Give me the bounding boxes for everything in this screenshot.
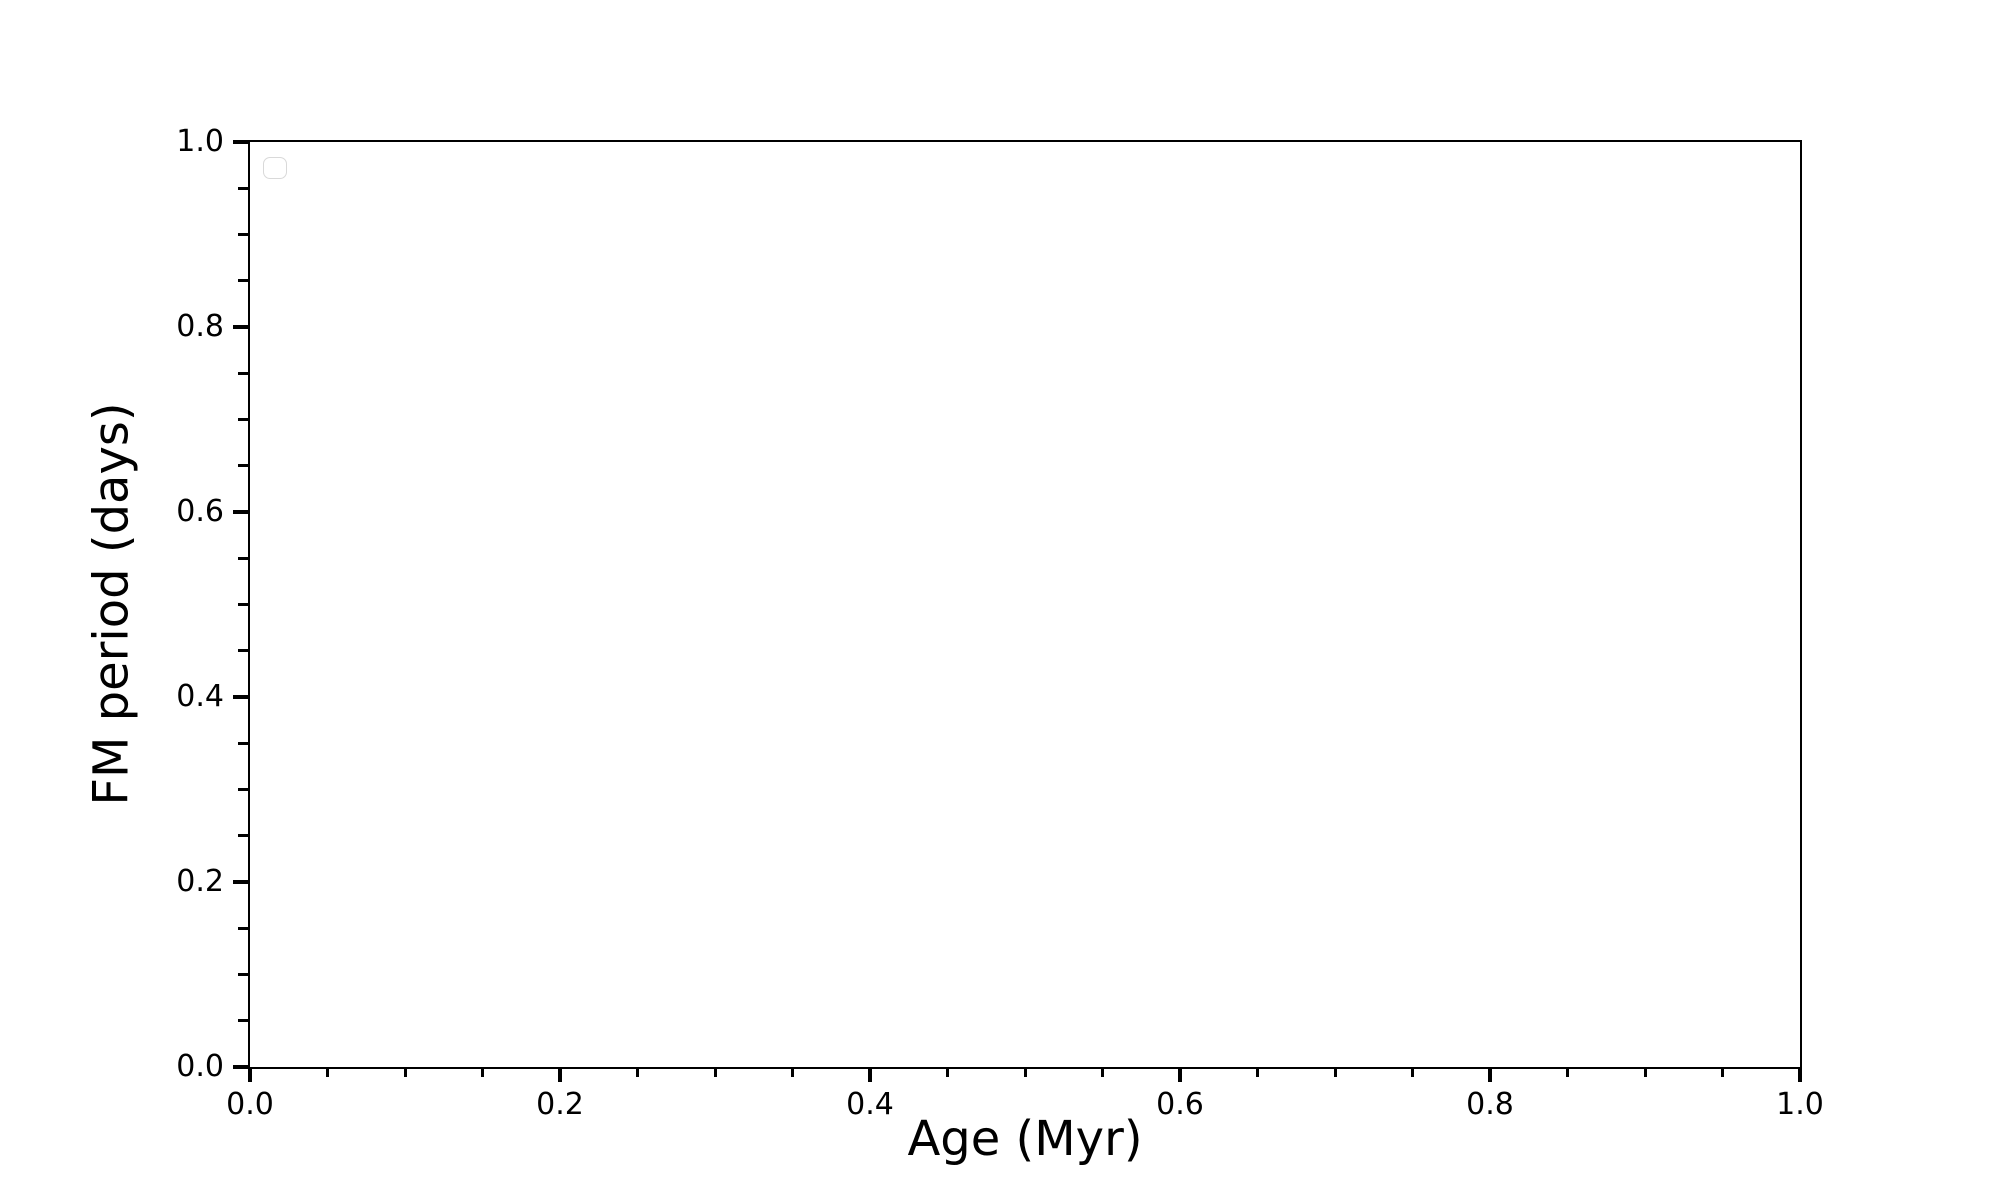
x-tick-label: 0.2 — [536, 1087, 584, 1122]
y-major-tick — [233, 880, 248, 884]
y-minor-tick — [238, 973, 248, 976]
y-minor-tick — [238, 834, 248, 838]
y-minor-tick — [238, 603, 248, 606]
x-minor-tick — [1101, 1067, 1104, 1077]
x-minor-tick — [1023, 1067, 1027, 1077]
y-tick-label: 0.8 — [176, 309, 224, 344]
y-major-tick — [233, 140, 248, 144]
y-tick-label: 0.2 — [176, 864, 224, 899]
x-minor-tick — [1411, 1067, 1414, 1077]
axes-frame — [248, 140, 1802, 1069]
y-tick-label: 0.0 — [176, 1049, 224, 1084]
y-minor-tick — [238, 371, 248, 375]
x-major-tick — [558, 1067, 562, 1082]
x-minor-tick — [326, 1067, 329, 1077]
x-minor-tick — [1643, 1067, 1647, 1077]
x-tick-label: 0.0 — [226, 1087, 274, 1122]
x-minor-tick — [1721, 1067, 1724, 1077]
x-minor-tick — [1566, 1067, 1569, 1077]
y-minor-tick — [238, 556, 248, 560]
y-minor-tick — [238, 1019, 248, 1023]
y-axis-label: FM period (days) — [83, 402, 140, 806]
legend — [263, 157, 287, 179]
x-minor-tick — [636, 1067, 639, 1077]
x-major-tick — [1178, 1067, 1182, 1082]
y-major-tick — [233, 1065, 248, 1069]
y-minor-tick — [238, 649, 248, 653]
y-tick-label: 1.0 — [176, 124, 224, 159]
x-minor-tick — [946, 1067, 949, 1077]
plot-area: 0.0 0.2 0.4 0.6 0.8 1.0 0.0 0.2 0.4 0.6 0.8 1.0 — [176, 127, 1824, 1120]
y-tick-label: 0.4 — [176, 679, 224, 714]
y-tick-label: 0.6 — [176, 494, 224, 529]
x-minor-tick — [1333, 1067, 1337, 1077]
y-minor-tick — [238, 233, 248, 236]
x-minor-tick — [403, 1067, 407, 1077]
y-minor-tick — [238, 464, 248, 468]
y-major-tick — [233, 325, 248, 329]
y-major-tick — [233, 695, 248, 699]
x-minor-tick — [481, 1067, 484, 1077]
x-minor-tick — [1256, 1067, 1259, 1077]
y-minor-tick — [238, 418, 248, 421]
y-minor-tick — [238, 926, 248, 930]
x-tick-label: 0.4 — [846, 1087, 894, 1122]
y-minor-tick — [238, 279, 248, 283]
y-minor-tick — [238, 741, 248, 745]
x-minor-tick — [791, 1067, 794, 1077]
x-major-tick — [1488, 1067, 1492, 1082]
x-tick-label: 1.0 — [1776, 1087, 1824, 1122]
y-minor-tick — [238, 186, 248, 190]
x-major-tick — [248, 1067, 252, 1082]
x-tick-label: 0.8 — [1466, 1087, 1514, 1122]
x-axis-label: Age (Myr) — [907, 1111, 1143, 1167]
x-tick-label: 0.6 — [1156, 1087, 1204, 1122]
x-minor-tick — [713, 1067, 717, 1077]
y-major-tick — [233, 510, 248, 514]
x-major-tick — [1798, 1067, 1802, 1082]
x-major-tick — [868, 1067, 872, 1082]
y-minor-tick — [238, 788, 248, 791]
